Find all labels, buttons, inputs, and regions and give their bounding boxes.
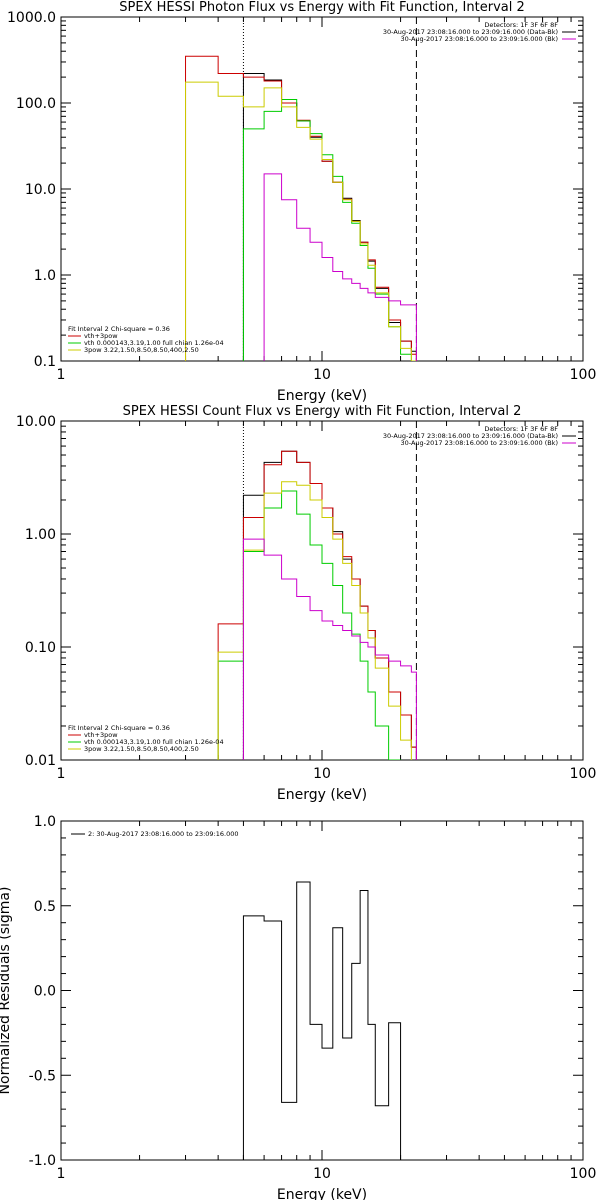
series-0 — [242, 881, 402, 1160]
y-tick-label: 0.5 — [34, 899, 56, 915]
y-tick-label: 1.00 — [25, 527, 56, 543]
series-line — [217, 450, 417, 760]
x-tick-label: 1 — [57, 1166, 66, 1182]
series-3 — [217, 481, 417, 760]
header-line: 30-Aug-2017 23:08:16.000 to 23:09:16.000… — [401, 439, 558, 447]
series-1 — [217, 450, 417, 760]
series-line — [185, 81, 417, 361]
series-line — [242, 98, 417, 361]
fit-legend-entry: vth+3pow — [84, 731, 118, 739]
plot-frame — [60, 16, 584, 362]
fit-legend-entry: Fit Interval 2 Chi-square = 0.36 — [68, 724, 170, 732]
series-4 — [242, 173, 417, 361]
y-tick-label: 100.0 — [16, 96, 56, 112]
y-tick-label: 1.0 — [34, 268, 56, 284]
chart-title: SPEX HESSI Count Flux vs Energy with Fit… — [123, 404, 522, 419]
x-tick-label: 10 — [313, 766, 331, 782]
x-tick-label: 100 — [570, 367, 597, 383]
series-line — [217, 481, 417, 760]
plot-frame — [60, 420, 584, 761]
fit-legend-entry: vth+3pow — [84, 332, 118, 340]
header-line: 30-Aug-2017 23:08:16.000 to 23:09:16.000… — [383, 432, 558, 440]
x-tick-label: 100 — [570, 766, 597, 782]
header-line: Detectors: 1F 3F 6F 8F — [484, 425, 558, 433]
x-axis-label: Energy (keV) — [277, 787, 367, 803]
panel-1: 1 10 100 0.1 1.0 10.0 100.0 1000.0 SPEX HESSI Ph… — [7, 0, 596, 404]
series-line — [242, 881, 402, 1160]
y-tick-label: 0.0 — [34, 984, 56, 1000]
series-0 — [242, 450, 417, 760]
y-tick-label: -1.0 — [29, 1153, 56, 1169]
y-tick-label: 1.0 — [34, 814, 56, 830]
y-tick-label: 0.01 — [25, 753, 56, 769]
x-tick-label: 1 — [57, 367, 66, 383]
x-axis-label: Energy (keV) — [277, 388, 367, 404]
x-axis-label: Energy (keV) — [277, 1187, 367, 1200]
y-tick-label: 1000.0 — [7, 10, 56, 26]
y-tick-label: 10.0 — [25, 182, 56, 198]
fit-legend-entry: vth 0.000143,3.19,1.00 full chian 1.26e-… — [84, 738, 224, 746]
y-tick-label: 10.00 — [16, 414, 56, 430]
series-line — [217, 490, 417, 760]
fit-legend-entry: Fit Interval 2 Chi-square = 0.36 — [68, 325, 170, 333]
series-3 — [185, 81, 417, 361]
header-line: 30-Aug-2017 23:08:16.000 to 23:09:16.000… — [401, 35, 558, 43]
y-tick-label: 0.10 — [25, 640, 56, 656]
series-2 — [217, 490, 417, 760]
y-axis-label: Normalized Residuals (sigma) — [0, 887, 13, 1095]
fit-legend-entry: 3pow 3.22,1.50,8.50,8.50,400,2.50 — [84, 346, 199, 354]
legend-entry: 2: 30-Aug-2017 23:08:16.000 to 23:09:16.… — [88, 830, 239, 838]
data-series-group — [185, 55, 417, 361]
series-line — [242, 173, 417, 361]
series-0 — [242, 73, 417, 361]
series-line — [242, 450, 417, 760]
header-line: Detectors: 1F 3F 6F 8F — [484, 21, 558, 29]
x-tick-label: 1 — [57, 766, 66, 782]
header-line: 30-Aug-2017 23:08:16.000 to 23:09:16.000… — [383, 28, 558, 36]
series-line — [242, 538, 417, 760]
series-line — [185, 55, 417, 361]
data-series-group — [217, 450, 417, 760]
series-line — [242, 73, 417, 361]
series-4 — [242, 538, 417, 760]
y-tick-label: -0.5 — [29, 1068, 56, 1084]
y-tick-label: 0.1 — [34, 354, 56, 370]
fit-legend-entry: vth 0.000143,3.19,1.00 full chian 1.26e-… — [84, 339, 224, 347]
chart-title: SPEX HESSI Photon Flux vs Energy with Fi… — [119, 0, 525, 15]
series-1 — [185, 55, 417, 361]
x-tick-label: 100 — [570, 1166, 597, 1182]
x-tick-label: 10 — [313, 367, 331, 383]
panel-3: 1 10 100 -1.0 -0.5 0.0 0.5 1.0 Energy (keV) Norma… — [0, 814, 596, 1200]
series-2 — [242, 98, 417, 361]
fit-legend-entry: 3pow 3.22,1.50,8.50,8.50,400,2.50 — [84, 745, 199, 753]
data-series-group — [242, 881, 402, 1160]
panel-2: 1 10 100 0.01 0.10 1.00 10.00 SPEX HESSI Count … — [16, 404, 596, 803]
x-tick-label: 10 — [313, 1166, 331, 1182]
plot-frame — [60, 820, 584, 1161]
